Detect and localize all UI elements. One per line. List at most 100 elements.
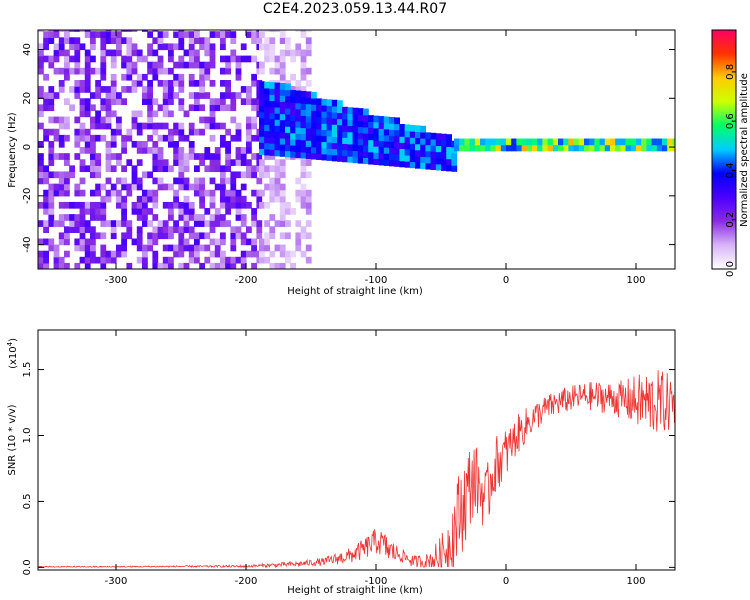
- heatmap-cell: [116, 250, 122, 258]
- heatmap-cell: [74, 86, 81, 93]
- heatmap-cell: [95, 67, 101, 75]
- heatmap-cell: [425, 156, 432, 164]
- heatmap-cell: [178, 153, 185, 160]
- heatmap-cell: [188, 43, 195, 51]
- heatmap-cell: [214, 220, 221, 227]
- heatmap-cell: [69, 201, 75, 209]
- heatmap-cell: [183, 244, 190, 252]
- heatmap-cell: [264, 112, 270, 119]
- heatmap-cell: [90, 244, 96, 252]
- heatmap-cell: [90, 171, 96, 179]
- heatmap-cell: [48, 31, 55, 38]
- heatmap-cell: [357, 132, 364, 140]
- heatmap-cell: [420, 162, 426, 170]
- heatmap-cell: [183, 134, 190, 142]
- heatmap-cell: [199, 232, 205, 240]
- heatmap-cell: [279, 83, 286, 90]
- heatmap-cell: [672, 144, 675, 152]
- heatmap-cell: [90, 55, 96, 63]
- heatmap-cell: [84, 262, 91, 269]
- heatmap-cell: [584, 144, 590, 152]
- heatmap-cell: [121, 177, 127, 185]
- heatmap-cell: [131, 30, 138, 32]
- heatmap-cell: [311, 91, 317, 99]
- heatmap-cell: [435, 139, 442, 147]
- heatmap-cell: [110, 55, 117, 63]
- heatmap-cell: [285, 113, 291, 121]
- heatmap-cell: [209, 153, 216, 160]
- heatmap-cell: [326, 154, 333, 161]
- heatmap-cell: [43, 208, 49, 215]
- heatmap-cell: [214, 183, 221, 191]
- heatmap-cell: [64, 134, 70, 142]
- heatmap-cell: [240, 98, 247, 105]
- heatmap-cell: [173, 220, 179, 227]
- heatmap-cell: [142, 147, 148, 154]
- heatmap-cell: [326, 135, 333, 143]
- heatmap-cell: [225, 201, 231, 209]
- heatmap-cell: [152, 128, 159, 136]
- heatmap-cell: [326, 123, 333, 131]
- heatmap-cell: [152, 73, 159, 81]
- heatmap-cell: [378, 116, 385, 123]
- colorbar-tick-label: 0.6: [725, 113, 736, 129]
- heatmap-cell: [183, 61, 190, 69]
- heatmap-cell: [363, 120, 369, 128]
- heatmap-cell: [48, 208, 55, 215]
- heatmap-cell: [347, 156, 354, 163]
- heatmap-cell: [279, 49, 286, 57]
- heatmap-cell: [110, 31, 117, 38]
- heatmap-cell: [84, 244, 91, 252]
- heatmap-cell: [162, 201, 169, 209]
- heatmap-cell: [116, 98, 122, 105]
- heatmap-cell: [209, 220, 216, 227]
- heatmap-cell: [110, 134, 117, 142]
- heatmap-cell: [305, 30, 312, 32]
- heatmap-cell: [378, 140, 385, 148]
- heatmap-cell: [162, 226, 169, 234]
- heatmap-cell: [274, 220, 281, 227]
- heatmap-cell: [290, 132, 296, 140]
- heatmap-cell: [58, 43, 65, 51]
- heatmap-cell: [204, 153, 211, 160]
- heatmap-cell: [311, 152, 317, 160]
- heatmap-cell: [305, 97, 312, 105]
- heatmap-cell: [451, 165, 458, 172]
- heatmap-cell: [183, 226, 190, 234]
- heatmap-cell: [368, 139, 374, 147]
- heatmap-cell: [399, 148, 406, 156]
- heatmap-cell: [74, 55, 81, 63]
- heatmap-cell: [100, 244, 107, 252]
- heatmap-cell: [43, 195, 49, 203]
- heatmap-cell: [578, 144, 585, 152]
- heatmap-cell: [264, 37, 270, 45]
- spectrogram-ytick-label: 20: [22, 92, 33, 105]
- heatmap-cell: [383, 159, 390, 166]
- heatmap-cell: [404, 130, 411, 138]
- heatmap-cell: [305, 189, 312, 197]
- heatmap-cell: [105, 98, 112, 105]
- heatmap-cell: [547, 144, 554, 152]
- heatmap-cell: [126, 232, 133, 240]
- heatmap-cell: [199, 177, 205, 185]
- heatmap-cell: [274, 159, 281, 166]
- heatmap-cell: [69, 67, 75, 75]
- heatmap-cell: [199, 220, 205, 227]
- heatmap-cell: [373, 121, 380, 129]
- heatmap-cell: [383, 153, 390, 160]
- heatmap-cell: [274, 195, 281, 203]
- heatmap-cell: [342, 112, 348, 120]
- heatmap-cell: [64, 214, 70, 221]
- heatmap-cell: [110, 61, 117, 69]
- heatmap-cell: [188, 122, 195, 130]
- heatmap-cell: [100, 183, 107, 191]
- heatmap-cell: [183, 183, 190, 191]
- heatmap-cell: [269, 262, 276, 269]
- heatmap-cell: [95, 208, 101, 215]
- heatmap-cell: [178, 43, 185, 51]
- heatmap-cell: [43, 165, 49, 173]
- heatmap-cell: [126, 134, 133, 142]
- heatmap-cell: [168, 208, 174, 215]
- heatmap-cell: [279, 95, 286, 102]
